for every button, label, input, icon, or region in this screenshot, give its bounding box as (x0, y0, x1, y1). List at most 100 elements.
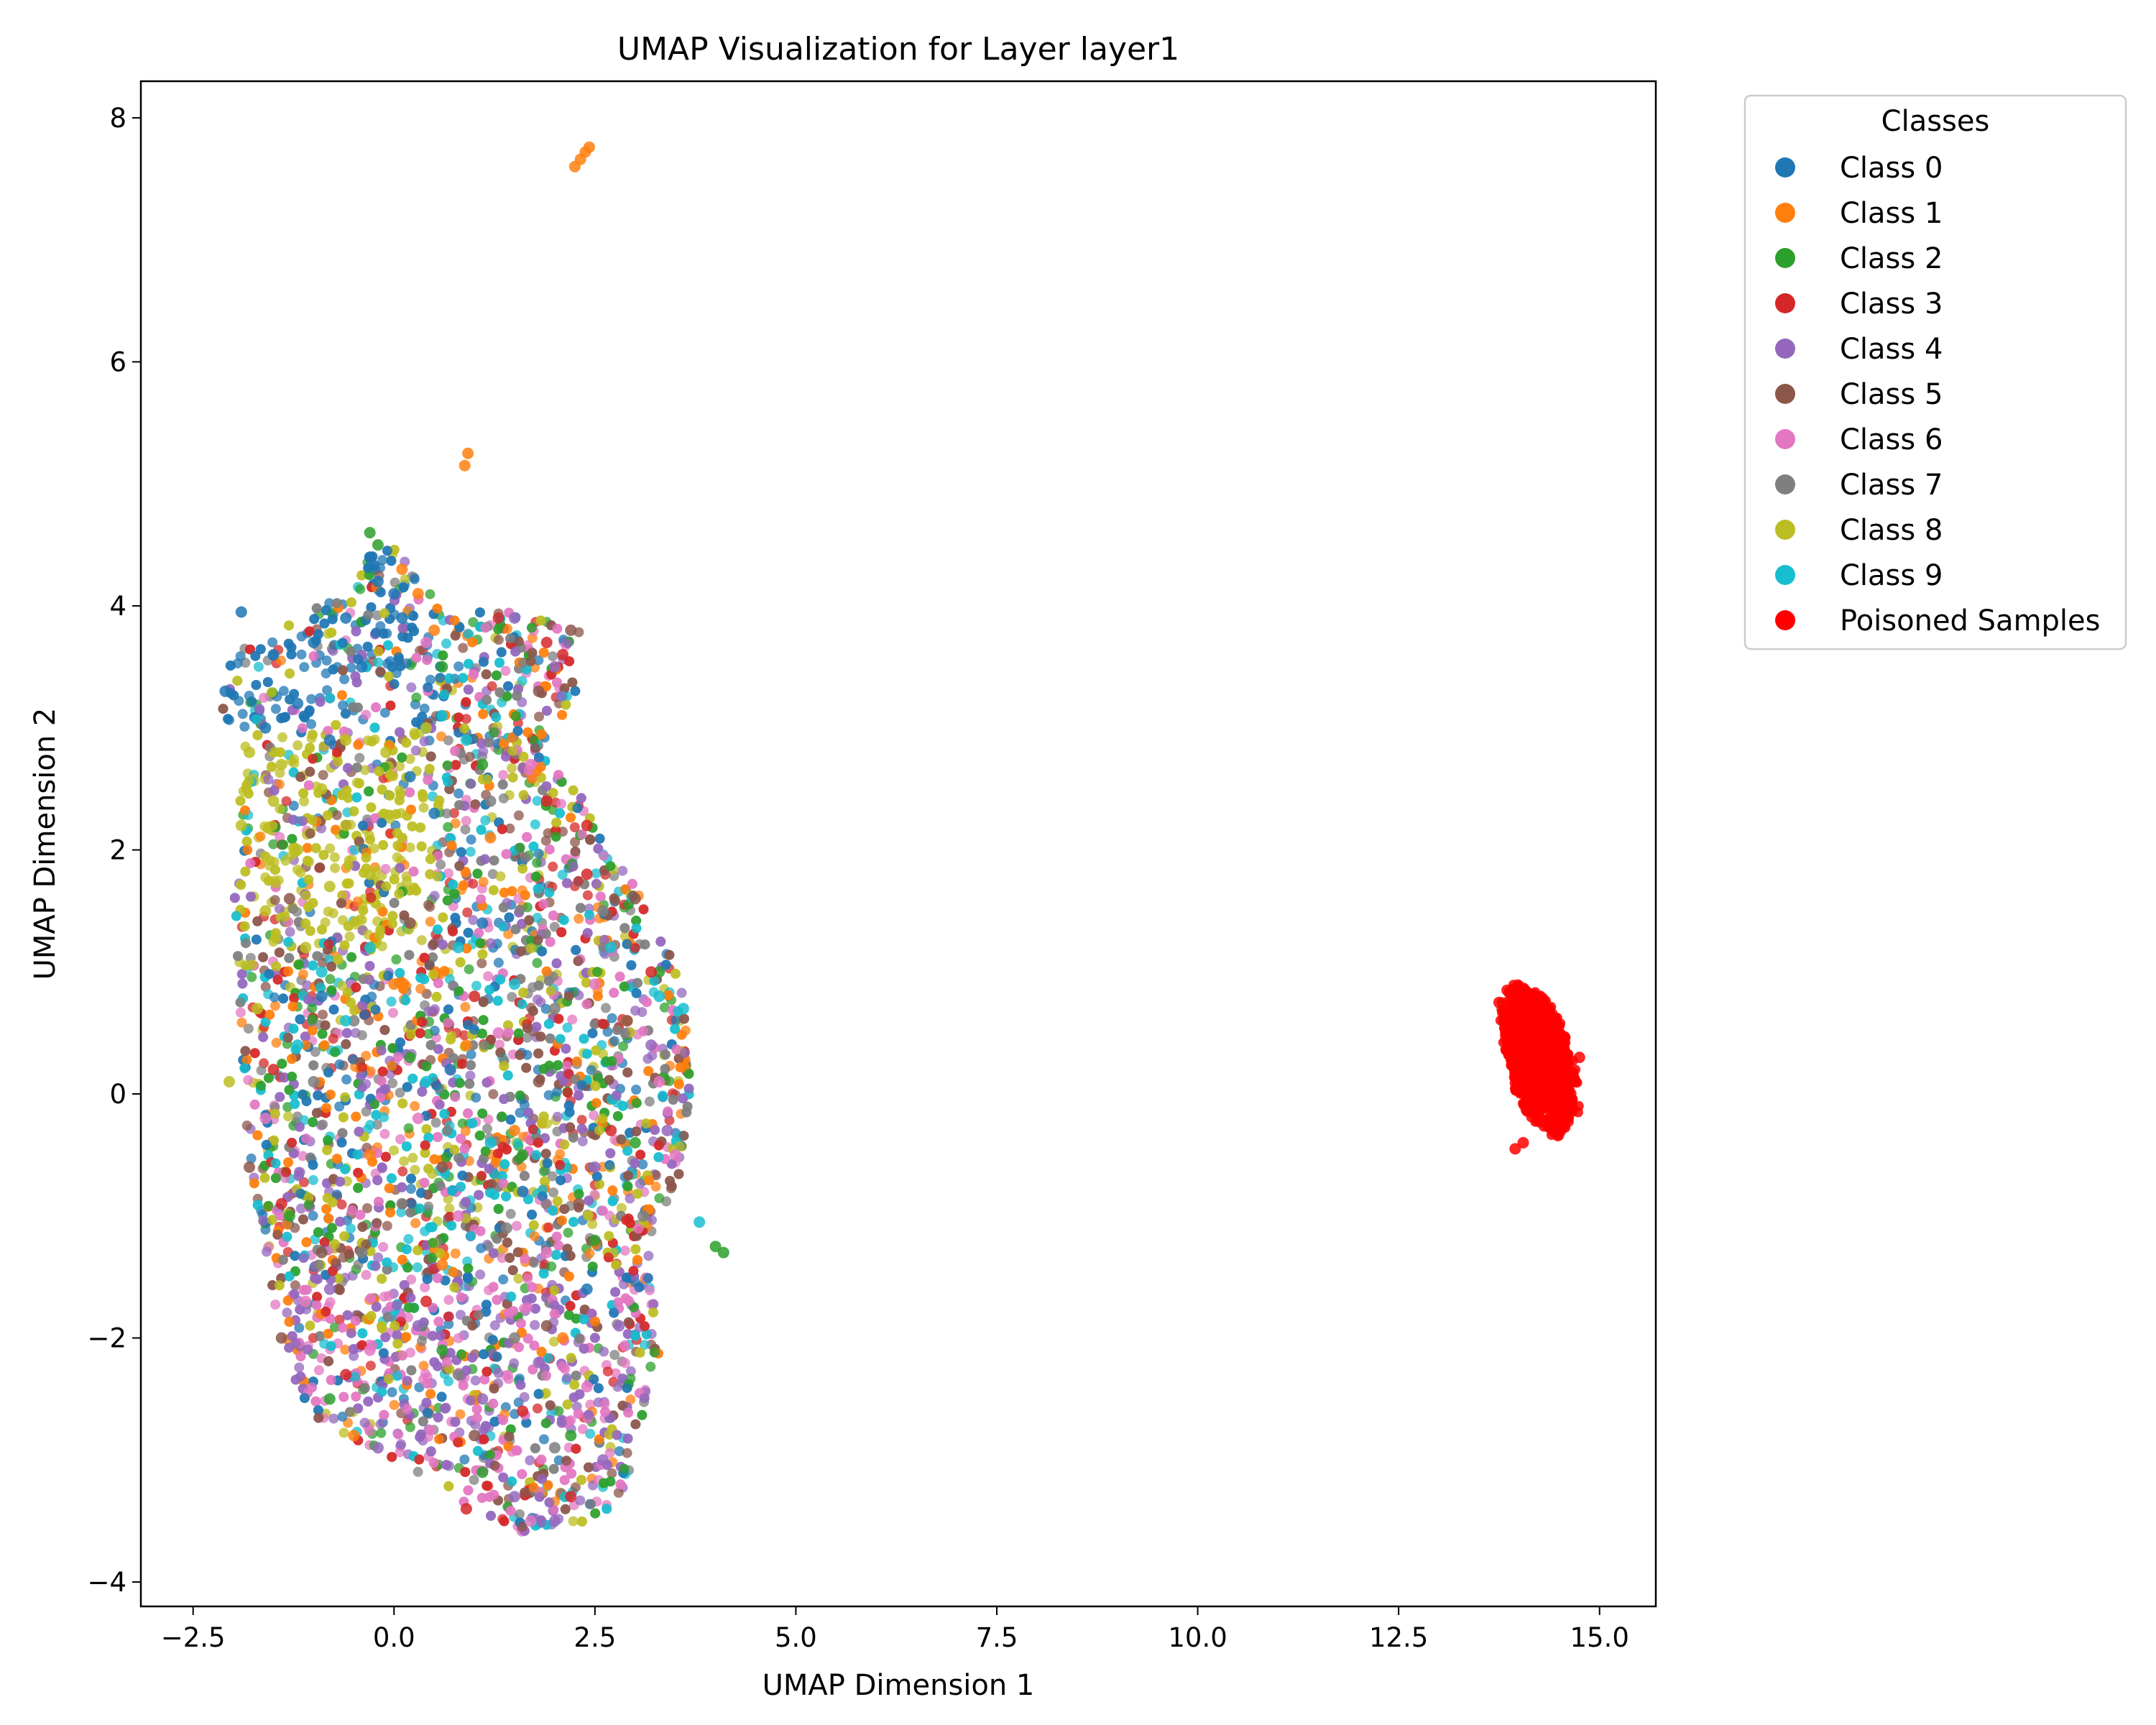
scatter-point (391, 954, 402, 965)
scatter-point (635, 1347, 645, 1358)
scatter-point (428, 969, 439, 980)
scatter-point (434, 1099, 445, 1110)
scatter-point (356, 1030, 367, 1041)
scatter-point (397, 1254, 407, 1265)
scatter-point (289, 993, 300, 1003)
scatter-point (486, 1510, 496, 1521)
scatter-point (332, 756, 343, 767)
scatter-point (479, 1374, 490, 1385)
scatter-point (673, 1169, 684, 1179)
scatter-point (514, 1342, 524, 1353)
scatter-point (329, 852, 340, 862)
scatter-point (533, 1137, 543, 1148)
scatter-point (237, 709, 248, 719)
scatter-point (448, 879, 459, 890)
scatter-point (286, 642, 297, 653)
scatter-point (591, 1098, 602, 1108)
scatter-point (372, 1175, 383, 1186)
scatter-point (455, 1310, 466, 1320)
scatter-point (431, 991, 442, 1002)
scatter-point (235, 651, 246, 661)
scatter-point (519, 1171, 530, 1181)
scatter-point (432, 1132, 443, 1142)
scatter-point (510, 646, 521, 657)
scatter-point (365, 1293, 376, 1304)
scatter-point (443, 822, 453, 832)
scatter-point (379, 1025, 390, 1035)
scatter-point (480, 1146, 491, 1156)
scatter-point (283, 1157, 293, 1168)
scatter-point (311, 1300, 322, 1310)
scatter-point (421, 1124, 432, 1134)
scatter-point (315, 696, 326, 707)
scatter-point (432, 603, 443, 614)
scatter-point (350, 671, 361, 681)
scatter-point (308, 1060, 319, 1071)
scatter-point (340, 1344, 351, 1355)
scatter-point (599, 934, 609, 945)
scatter-point (367, 736, 377, 747)
scatter-point (635, 1178, 645, 1189)
scatter-point (361, 1239, 372, 1250)
scatter-point (477, 1108, 488, 1119)
scatter-point (357, 1221, 368, 1232)
scatter-point (343, 921, 354, 932)
scatter-point (258, 1031, 269, 1042)
scatter-point (605, 1148, 616, 1159)
scatter-point (349, 1371, 360, 1382)
scatter-point (269, 1135, 280, 1146)
scatter-point (584, 909, 594, 920)
scatter-point (294, 1362, 305, 1373)
scatter-point (321, 656, 332, 666)
scatter-point (568, 785, 579, 796)
scatter-point (313, 1259, 324, 1270)
scatter-point (308, 651, 319, 661)
scatter-point (597, 1205, 608, 1216)
scatter-point (453, 788, 464, 799)
scatter-point (351, 1392, 361, 1402)
scatter-point (240, 1046, 251, 1057)
scatter-point (300, 918, 311, 929)
scatter-point (511, 1445, 522, 1455)
scatter-point (630, 943, 640, 954)
scatter-point (373, 646, 384, 657)
scatter-point (236, 1017, 247, 1028)
scatter-point (351, 626, 361, 637)
scatter-point (573, 1090, 584, 1101)
scatter-point (545, 1400, 556, 1411)
scatter-point (425, 901, 436, 912)
scatter-point (593, 843, 604, 854)
scatter-point (425, 1446, 436, 1457)
scatter-point (468, 915, 479, 926)
scatter-point (263, 774, 274, 785)
scatter-point (650, 1125, 660, 1136)
scatter-point (414, 1203, 425, 1214)
scatter-point (467, 1118, 478, 1128)
scatter-point (538, 1434, 549, 1445)
scatter-point (453, 712, 464, 723)
scatter-point (423, 1164, 434, 1174)
scatter-point (373, 1252, 384, 1263)
scatter-point (285, 926, 295, 937)
scatter-point (270, 704, 281, 714)
scatter-point (530, 1320, 540, 1330)
scatter-point (397, 1098, 408, 1109)
scatter-point (561, 1060, 572, 1071)
scatter-point (270, 933, 281, 944)
scatter-point (351, 792, 362, 803)
scatter-point (391, 809, 402, 819)
scatter-point (622, 1067, 633, 1078)
scatter-point (540, 1176, 550, 1187)
scatter-point (420, 1282, 430, 1293)
scatter-point (377, 1274, 387, 1284)
scatter-point (617, 865, 628, 876)
scatter-point (232, 676, 243, 686)
scatter-point (338, 1112, 349, 1123)
scatter-point (395, 967, 405, 978)
scatter-point (401, 1332, 412, 1343)
scatter-point (623, 1317, 634, 1328)
scatter-point (467, 1320, 478, 1331)
scatter-point (317, 924, 327, 935)
scatter-point (454, 800, 465, 811)
scatter-point (534, 753, 544, 763)
